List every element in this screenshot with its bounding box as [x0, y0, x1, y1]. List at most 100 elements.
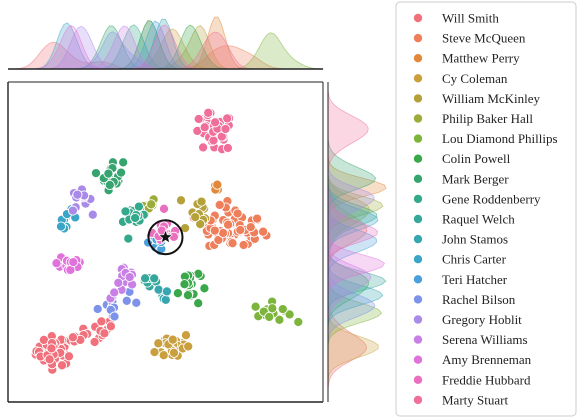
- scatter-point: [149, 273, 160, 284]
- top-marginal-density: [8, 16, 324, 70]
- scatter-point: [213, 234, 224, 246]
- legend-swatch: [412, 73, 423, 84]
- scatter-point: [146, 199, 157, 210]
- scatter-point: [250, 301, 261, 312]
- scatter-point: [109, 287, 120, 298]
- scatter-point: [113, 277, 124, 288]
- scatter-point: [67, 332, 78, 343]
- legend-label: Colin Powell: [442, 151, 511, 166]
- legend-label: Amy Brenneman: [442, 352, 532, 367]
- right-marginal-density: [327, 82, 387, 402]
- scatter-point: [44, 354, 55, 365]
- scatter-point: [123, 233, 134, 244]
- scatter-point: [180, 330, 192, 341]
- scatter-point: [264, 311, 275, 322]
- scatter-point: [46, 343, 57, 354]
- legend-label: Freddie Hubbard: [442, 372, 531, 387]
- scatter-point: [196, 196, 207, 207]
- legend-swatch: [412, 12, 423, 23]
- scatter-point: [153, 338, 164, 349]
- query-star: [157, 229, 174, 244]
- scatter-point: [235, 224, 246, 236]
- scatter-point: [183, 341, 194, 352]
- scatter-point: [149, 347, 160, 358]
- legend-label: Gene Roddenberry: [442, 191, 541, 206]
- scatter-point: [67, 205, 78, 216]
- scatter-point: [190, 212, 201, 223]
- legend-swatch: [412, 374, 423, 385]
- scatter-point: [105, 321, 116, 332]
- scatter-point: [220, 123, 231, 135]
- scatter-point: [222, 113, 233, 124]
- scatter-point: [203, 107, 214, 118]
- scatter-point: [209, 225, 220, 236]
- scatter-point: [167, 334, 178, 345]
- plot-axes: [7, 81, 324, 403]
- legend-label: Rachel Bilson: [442, 292, 516, 307]
- scatter-point: [284, 309, 295, 320]
- scatter-point: [227, 238, 238, 249]
- legend-label: John Stamos: [442, 232, 508, 247]
- scatter-point: [109, 311, 120, 322]
- scatter-point: [198, 142, 209, 153]
- scatter-point: [161, 286, 172, 297]
- scatter-point: [193, 298, 204, 309]
- scatter-point: [267, 303, 278, 314]
- scatter-point: [63, 351, 75, 362]
- scatter-point: [131, 297, 142, 308]
- scatter-point: [199, 122, 210, 133]
- scatter-point: [120, 206, 131, 217]
- scatter-point: [193, 113, 204, 125]
- scatter-point: [56, 360, 68, 371]
- scatter-point: [293, 316, 304, 328]
- scatter-point: [99, 328, 110, 339]
- scatter-point: [72, 189, 83, 200]
- legend-label: Gregory Hoblit: [442, 312, 522, 327]
- scatter-point: [195, 219, 206, 230]
- scatter-point: [96, 316, 107, 327]
- legend-swatch: [412, 93, 423, 104]
- scatter-point: [160, 294, 171, 305]
- scatter-point: [182, 290, 194, 301]
- legend-label: Matthew Perry: [442, 51, 520, 66]
- legend-label: Raquel Welch: [442, 212, 515, 227]
- scatter-point: [210, 117, 221, 128]
- scatter-point: [277, 304, 288, 315]
- scatter-point: [55, 221, 67, 232]
- scatter-point: [103, 168, 114, 179]
- legend-swatch: [412, 33, 423, 44]
- legend-swatch: [412, 113, 423, 124]
- legend-frame: [395, 1, 577, 417]
- scatter-point: [175, 195, 187, 206]
- scatter-point: [258, 226, 269, 237]
- legend-label: Mark Berger: [442, 171, 509, 186]
- scatter-point: [232, 208, 243, 219]
- legend-swatch: [412, 193, 423, 204]
- legend-label: William McKinley: [442, 91, 541, 106]
- legend-swatch: [412, 274, 423, 285]
- legend-swatch: [412, 394, 423, 405]
- scatter-point: [158, 203, 170, 214]
- scatter-point: [121, 295, 132, 306]
- scatter-point: [90, 168, 102, 179]
- legend-swatch: [412, 53, 423, 64]
- scatter-point: [245, 222, 256, 233]
- scatter-point: [274, 314, 285, 325]
- scatter-point: [168, 231, 179, 242]
- scatter-point: [252, 213, 263, 224]
- query-ring: [147, 219, 184, 256]
- scatter-point: [153, 284, 164, 295]
- legend-swatch: [412, 254, 423, 265]
- legend-swatch: [412, 234, 423, 245]
- scatter-point: [68, 257, 79, 268]
- query-marker: [147, 219, 184, 256]
- legend-swatch: [412, 294, 423, 305]
- scatter-point: [218, 227, 229, 239]
- legend-label: Marty Stuart: [442, 392, 508, 407]
- scatter-point: [118, 157, 129, 168]
- legend-swatch: [412, 354, 423, 365]
- legend-label: Teri Hatcher: [442, 272, 508, 287]
- scatter-point: [199, 283, 210, 294]
- scatter-point: [116, 167, 127, 178]
- scatter-point: [214, 199, 225, 210]
